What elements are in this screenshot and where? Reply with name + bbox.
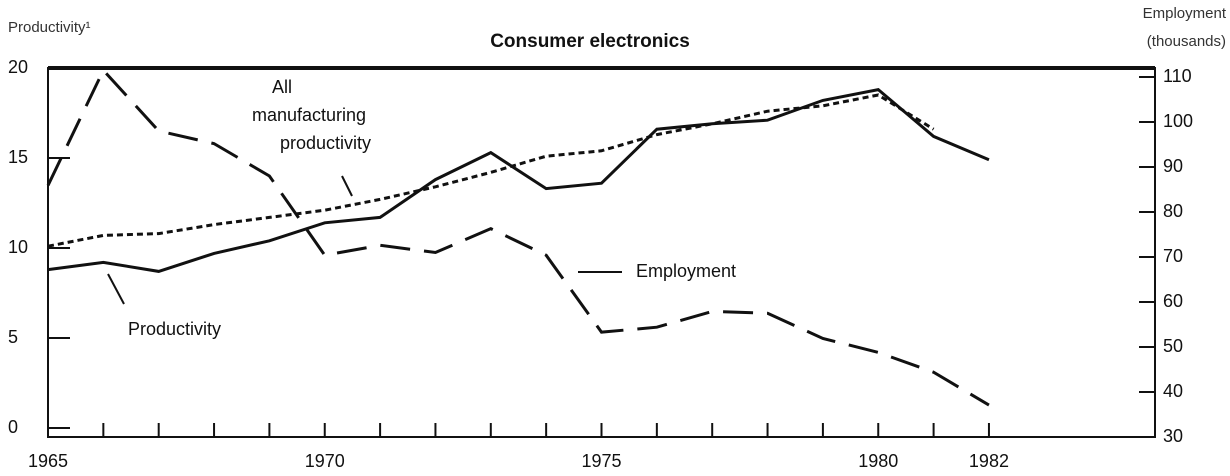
leader-line — [341, 175, 353, 197]
y-axis-label: Productivity¹ — [8, 19, 91, 36]
y2-tick-label: 40 — [1163, 381, 1183, 401]
y-tick-label: 0 — [8, 417, 18, 437]
annotation: manufacturing — [252, 105, 366, 125]
series-label: Productivity — [128, 319, 221, 339]
series-line — [47, 93, 935, 248]
y2-tick-label: 90 — [1163, 156, 1183, 176]
x-tick-label: 1975 — [581, 451, 621, 471]
y-tick-label: 5 — [8, 327, 18, 347]
y2-axis-label: (thousands) — [1147, 33, 1226, 50]
y2-tick-label: 60 — [1163, 291, 1183, 311]
y2-tick-label: 110 — [1163, 66, 1192, 86]
chart-title: Consumer electronics — [490, 31, 690, 52]
x-tick-label: 1965 — [28, 451, 68, 471]
y2-tick-label: 50 — [1163, 336, 1183, 356]
x-tick-label: 1970 — [305, 451, 345, 471]
y2-tick-label: 30 — [1163, 426, 1183, 446]
leader-line — [107, 273, 125, 305]
x-tick-label: 1980 — [858, 451, 898, 471]
y2-tick-label: 70 — [1163, 246, 1183, 266]
y-tick-label: 15 — [8, 147, 28, 167]
series-line — [46, 67, 990, 407]
x-tick-label: 1982 — [969, 451, 1009, 471]
y-tick-label: 20 — [8, 57, 28, 77]
y-tick-label: 10 — [8, 237, 28, 257]
series-label: Employment — [636, 261, 736, 281]
y2-axis-label: Employment — [1143, 5, 1227, 22]
annotation: productivity — [280, 133, 371, 153]
annotation: All — [272, 77, 292, 97]
y2-tick-label: 100 — [1163, 111, 1193, 131]
y2-tick-label: 80 — [1163, 201, 1183, 221]
series-line — [47, 87, 990, 273]
